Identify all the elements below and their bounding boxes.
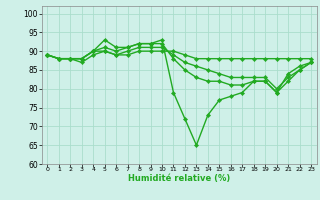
X-axis label: Humidité relative (%): Humidité relative (%) [128,174,230,183]
